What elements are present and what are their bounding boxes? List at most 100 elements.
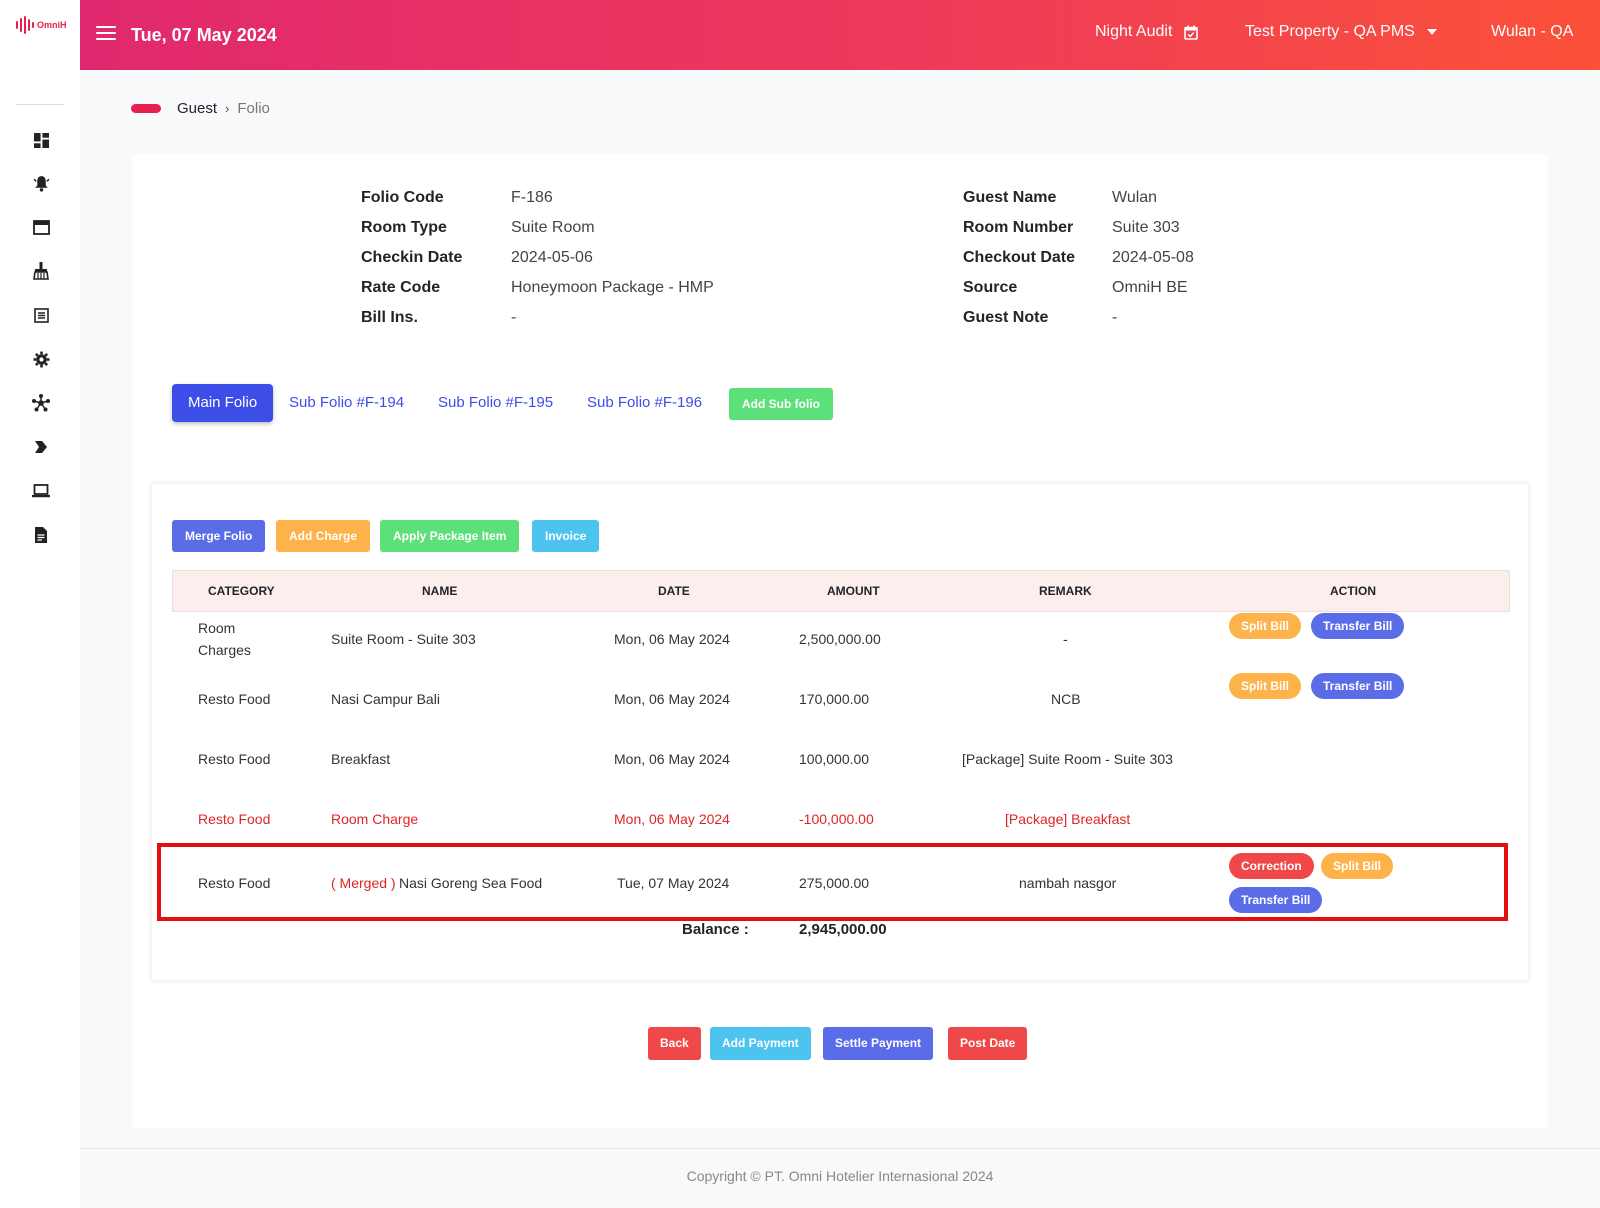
gear-icon	[33, 351, 49, 367]
sidebar-item-dashboard[interactable]	[30, 129, 52, 151]
hamburger-menu-icon[interactable]	[96, 26, 116, 42]
row-name: Nasi Campur Bali	[331, 691, 440, 707]
omnih-logo[interactable]: OmniH	[16, 16, 67, 34]
correction-button[interactable]: Correction	[1229, 853, 1314, 879]
balance-label: Balance :	[682, 921, 749, 938]
info-label: Checkout Date	[963, 249, 1076, 266]
row-category: Resto Food	[198, 691, 271, 707]
row-name: Room Charge	[331, 811, 419, 827]
transfer-bill-button[interactable]: Transfer Bill	[1229, 887, 1323, 913]
split-bill-button[interactable]: Split Bill	[1321, 853, 1393, 879]
column-header-category: CATEGORY	[208, 584, 275, 598]
row-date: Mon, 06 May 2024	[614, 631, 730, 647]
tab-main-folio[interactable]: Main Folio	[172, 384, 274, 422]
chevron-down-icon	[1426, 29, 1437, 35]
sidebar-item-housekeeping[interactable]	[30, 260, 52, 282]
table-header: CATEGORY NAME DATE AMOUNT REMARK ACTION	[172, 570, 1510, 612]
sidebar: OmniH	[0, 0, 80, 1208]
cleaning-icon	[33, 262, 49, 280]
report-icon	[35, 527, 47, 543]
row-remark: [Package] Suite Room - Suite 303	[962, 751, 1173, 767]
row-category: Resto Food	[198, 751, 271, 767]
night-audit-label: Night Audit	[1095, 23, 1173, 40]
tab-sub-folio-f-196[interactable]: Sub Folio #F-196	[587, 394, 703, 411]
row-category: Resto Food	[198, 811, 271, 827]
row-category: Room	[198, 620, 236, 636]
merge-folio-button[interactable]: Merge Folio	[172, 520, 266, 552]
column-header-action: ACTION	[1330, 584, 1376, 598]
info-label: Folio Code	[361, 189, 444, 206]
sidebar-item-notifications[interactable]	[30, 172, 52, 194]
row-remark: -	[1063, 631, 1068, 647]
top-header: Tue, 07 May 2024 Night Audit Test Proper…	[80, 0, 1600, 70]
row-category: Resto Food	[198, 875, 271, 891]
room-type-value: Suite Room	[511, 219, 595, 236]
tag-icon	[35, 441, 47, 453]
bell-icon	[33, 175, 49, 192]
breadcrumb-marker-icon	[131, 104, 161, 113]
transfer-bill-button[interactable]: Transfer Bill	[1311, 613, 1405, 639]
info-label: Room Type	[361, 219, 447, 236]
post-date-button[interactable]: Post Date	[948, 1027, 1028, 1060]
balance-value: 2,945,000.00	[799, 921, 887, 938]
laptop-icon	[32, 484, 50, 498]
guest-name-value: Wulan	[1112, 189, 1158, 206]
split-bill-button[interactable]: Split Bill	[1229, 673, 1301, 699]
row-amount: 275,000.00	[799, 875, 870, 891]
row-remark: NCB	[1051, 691, 1081, 707]
row-date: Mon, 06 May 2024	[614, 811, 730, 827]
add-charge-button[interactable]: Add Charge	[276, 520, 371, 552]
info-label: Guest Note	[963, 309, 1049, 326]
tab-sub-folio-f-195[interactable]: Sub Folio #F-195	[438, 394, 554, 411]
breadcrumb: Guest › Folio	[131, 100, 270, 117]
source-value: OmniH BE	[1112, 279, 1188, 296]
merged-tag: ( Merged )	[331, 875, 396, 891]
property-selector[interactable]: Test Property - QA PMS	[1245, 23, 1437, 41]
back-button[interactable]: Back	[648, 1027, 701, 1060]
logo-mark-icon	[16, 16, 34, 34]
split-bill-button[interactable]: Split Bill	[1229, 613, 1301, 639]
list-icon	[33, 307, 49, 323]
column-header-remark: REMARK	[1039, 584, 1092, 598]
sidebar-item-devices[interactable]	[30, 480, 52, 502]
info-label: Checkin Date	[361, 249, 463, 266]
sidebar-item-network[interactable]	[30, 392, 52, 414]
calendar-check-icon	[1184, 25, 1199, 40]
row-name: Nasi Goreng Sea Food	[399, 875, 543, 891]
row-date: Mon, 06 May 2024	[614, 751, 730, 767]
row-name: Breakfast	[331, 751, 391, 767]
guest-note-value: -	[1112, 309, 1118, 326]
network-icon	[32, 394, 50, 412]
row-category-line2: Charges	[198, 642, 251, 658]
logo-text: OmniH	[37, 20, 67, 30]
column-header-name: NAME	[422, 584, 458, 598]
apply-package-item-button[interactable]: Apply Package Item	[380, 520, 520, 552]
highlighted-row-frame	[157, 843, 1508, 921]
footer-copyright: Copyright © PT. Omni Hotelier Internasio…	[686, 1168, 994, 1184]
night-audit-button[interactable]: Night Audit	[1095, 23, 1199, 41]
sidebar-divider	[16, 104, 64, 105]
user-menu[interactable]: Wulan - QA	[1491, 23, 1574, 40]
tab-sub-folio-f-194[interactable]: Sub Folio #F-194	[289, 394, 405, 411]
transfer-bill-button[interactable]: Transfer Bill	[1311, 673, 1405, 699]
header-date: Tue, 07 May 2024	[131, 25, 277, 45]
info-label: Rate Code	[361, 279, 441, 296]
row-name: Suite Room - Suite 303	[331, 631, 476, 647]
sidebar-item-tag[interactable]	[30, 436, 52, 458]
sidebar-item-window[interactable]	[30, 216, 52, 238]
invoice-button[interactable]: Invoice	[532, 520, 600, 552]
footer-divider	[80, 1148, 1600, 1149]
row-remark: [Package] Breakfast	[1005, 811, 1131, 827]
sidebar-item-list[interactable]	[30, 304, 52, 326]
add-sub-folio-button[interactable]: Add Sub folio	[729, 388, 833, 420]
add-payment-button[interactable]: Add Payment	[710, 1027, 811, 1060]
settle-payment-button[interactable]: Settle Payment	[823, 1027, 934, 1060]
rate-code-value: Honeymoon Package - HMP	[511, 279, 714, 296]
breadcrumb-guest-link[interactable]: Guest	[177, 100, 218, 117]
info-label: Bill Ins.	[361, 309, 418, 326]
row-amount: -100,000.00	[799, 811, 874, 827]
info-label: Guest Name	[963, 189, 1057, 206]
sidebar-item-settings[interactable]	[30, 348, 52, 370]
sidebar-item-reports[interactable]	[30, 524, 52, 546]
room-number-value: Suite 303	[1112, 219, 1180, 236]
